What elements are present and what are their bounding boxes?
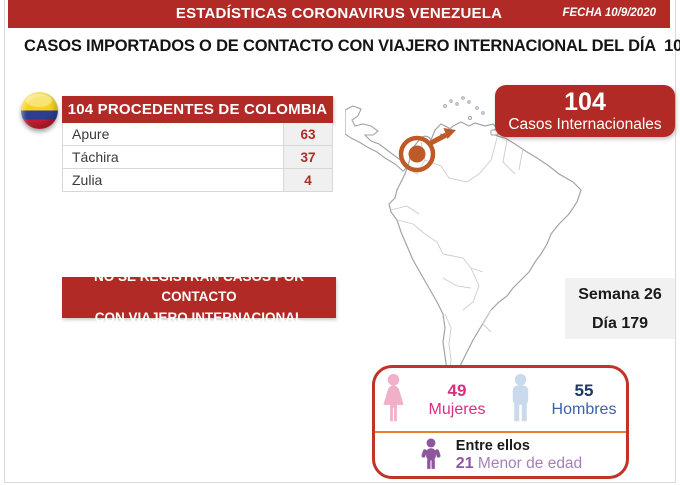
colombia-cases-table: Apure 63 Táchira 37 Zulia 4 [62, 123, 333, 192]
central-america-outline [345, 105, 408, 172]
state-cases: 4 [283, 169, 332, 191]
state-name: Apure [72, 126, 110, 142]
minors-line: 21 Menor de edad [456, 455, 582, 472]
women-stat: 49 Mujeres [420, 381, 494, 419]
header-bar: ESTADÍSTICAS CORONAVIRUS VENEZUELA FECHA… [8, 0, 670, 28]
no-contact-line1: NO SE REGISTRAN CASOS POR CONTACTO [93, 269, 305, 305]
no-contact-line2: CON VIAJERO INTERNACIONAL [94, 309, 304, 325]
country-borders [390, 137, 524, 377]
men-stat: 55 Hombres [547, 381, 621, 419]
international-cases-label: Casos Internacionales [508, 115, 662, 133]
man-icon [512, 373, 529, 421]
minors-label: Menor de edad [477, 454, 583, 472]
no-contact-notice: NO SE REGISTRAN CASOS POR CONTACTO CON V… [62, 269, 336, 325]
state-name: Zulia [72, 172, 103, 188]
state-cases: 37 [283, 146, 332, 168]
header-date: FECHA 10/9/2020 [562, 7, 656, 19]
international-cases-value: 104 [564, 87, 606, 116]
header-title: ESTADÍSTICAS CORONAVIRUS VENEZUELA [175, 5, 503, 22]
men-value: 55 [574, 380, 594, 400]
period-panel: Semana 26 Día 179 [565, 278, 675, 339]
south-america-map [345, 96, 582, 382]
page-title: CASOS IMPORTADOS O DE CONTACTO CON VIAJE… [24, 37, 680, 55]
minors-intro: Entre ellos [455, 437, 530, 454]
colombia-panel-title: 104 PROCEDENTES DE COLOMBIA [62, 96, 333, 123]
men-label: Hombres [551, 400, 617, 418]
demographics-box: 49 Mujeres 55 Hombres [372, 365, 629, 479]
table-row: Apure 63 [63, 123, 332, 145]
state-cases: 63 [283, 123, 332, 145]
minors-value: 21 [455, 454, 474, 472]
day-label: Día 179 [591, 314, 649, 332]
women-label: Mujeres [428, 400, 486, 418]
table-row: Táchira 37 [63, 145, 332, 168]
minors-row: Entre ellos 21 Menor de edad [375, 433, 626, 476]
week-label: Semana 26 [578, 285, 662, 303]
woman-icon [383, 373, 404, 421]
table-row: Zulia 4 [63, 168, 332, 191]
state-name: Táchira [72, 149, 119, 165]
colombia-flag-icon [21, 92, 58, 129]
target-marker-icon [398, 128, 456, 173]
child-icon [421, 437, 441, 469]
gender-row: 49 Mujeres 55 Hombres [375, 368, 626, 433]
minors-stat: Entre ellos 21 Menor de edad [456, 438, 582, 472]
women-value: 49 [447, 380, 467, 400]
international-cases-box: 104 Casos Internacionales [495, 85, 675, 137]
